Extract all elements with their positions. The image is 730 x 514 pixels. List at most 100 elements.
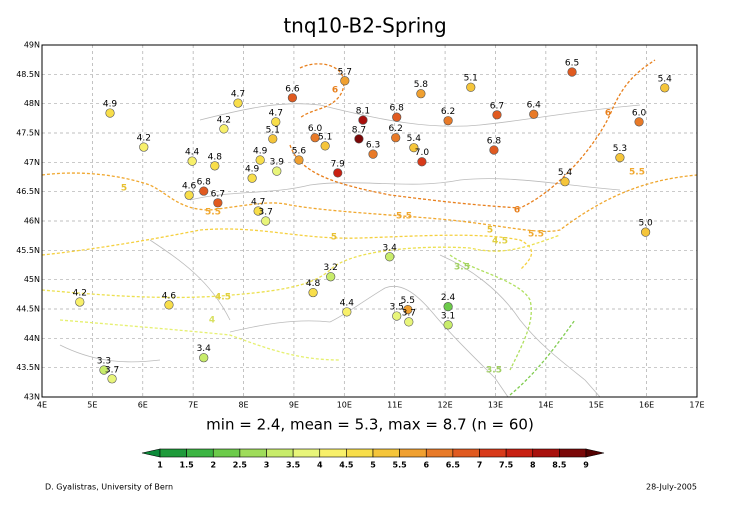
station-label: 4.8 bbox=[208, 152, 223, 162]
station-marker bbox=[358, 115, 368, 125]
contour-label: 4.5 bbox=[492, 237, 508, 247]
station-label: 2.4 bbox=[441, 293, 456, 303]
station-label: 6.5 bbox=[565, 58, 579, 68]
coastlines bbox=[59, 103, 641, 398]
colorbar-bin bbox=[479, 448, 507, 458]
y-tick-label: 48N bbox=[24, 99, 40, 108]
station-label: 4.8 bbox=[306, 279, 321, 289]
border bbox=[59, 239, 231, 363]
station-marker bbox=[333, 168, 343, 178]
colorbar-bin bbox=[266, 448, 294, 458]
station-label: 4.4 bbox=[340, 298, 355, 308]
colorbar-tick-label: 1.5 bbox=[180, 461, 195, 470]
station-marker bbox=[634, 117, 644, 127]
colorbar-bin bbox=[239, 448, 267, 458]
station-marker bbox=[261, 216, 271, 226]
station-marker bbox=[392, 311, 402, 321]
station-marker bbox=[187, 156, 197, 166]
station-label: 5.8 bbox=[414, 80, 429, 90]
station-label: 5.3 bbox=[613, 144, 627, 154]
contour-line bbox=[41, 172, 698, 233]
station-label: 5.1 bbox=[266, 125, 280, 135]
station-label: 5.4 bbox=[658, 74, 673, 84]
x-tick-label: 15E bbox=[589, 401, 604, 410]
contour-label: 5.5 bbox=[396, 212, 412, 222]
colorbar-tick-label: 7 bbox=[477, 461, 483, 470]
x-tick-label: 7E bbox=[188, 401, 198, 410]
contour-line bbox=[449, 254, 532, 371]
station-label: 5.1 bbox=[464, 74, 478, 84]
station-label: 6.6 bbox=[285, 84, 300, 94]
contour-label: 6 bbox=[514, 206, 520, 216]
station-marker bbox=[294, 155, 304, 165]
station-marker bbox=[567, 67, 577, 77]
station-label: 4.7 bbox=[269, 108, 283, 118]
station-marker bbox=[268, 134, 278, 144]
station-label: 6.3 bbox=[366, 141, 380, 151]
station-label: 8.1 bbox=[356, 107, 370, 117]
coastline bbox=[329, 286, 509, 398]
station-label: 3.1 bbox=[441, 311, 455, 321]
colorbar-bin bbox=[319, 448, 347, 458]
colorbar-tick-label: 2 bbox=[210, 461, 216, 470]
x-tick-label: 16E bbox=[639, 401, 654, 410]
station-marker bbox=[443, 320, 453, 330]
contour-label: 6 bbox=[605, 109, 611, 119]
station-marker bbox=[75, 297, 85, 307]
station-marker bbox=[219, 124, 229, 134]
colorbar-tick-label: 7.5 bbox=[499, 461, 514, 470]
station-label: 5.7 bbox=[338, 67, 352, 77]
station-label: 3.2 bbox=[324, 263, 338, 273]
station-label: 8.7 bbox=[352, 125, 366, 135]
station-marker bbox=[392, 112, 402, 122]
colorbar-bin bbox=[372, 448, 400, 458]
station-marker bbox=[199, 186, 209, 196]
station-marker bbox=[320, 141, 330, 151]
border bbox=[199, 103, 641, 127]
station-label: 4.4 bbox=[185, 148, 200, 158]
contour-label: 3.5 bbox=[454, 263, 470, 273]
station-label: 3.7 bbox=[402, 308, 416, 318]
station-marker bbox=[560, 177, 570, 187]
y-tick-label: 43N bbox=[24, 393, 40, 402]
colorbar-tick-label: 5.5 bbox=[393, 461, 408, 470]
x-tick-label: 9E bbox=[289, 401, 299, 410]
x-tick-label: 12E bbox=[437, 401, 452, 410]
station-marker bbox=[409, 143, 419, 153]
station-label: 4.2 bbox=[73, 288, 87, 298]
colorbar-tick-label: 2.5 bbox=[233, 461, 248, 470]
station-marker bbox=[340, 76, 350, 86]
x-tick-label: 10E bbox=[337, 401, 352, 410]
station-marker bbox=[247, 173, 257, 183]
station-marker bbox=[99, 365, 109, 375]
colorbar-bin bbox=[425, 448, 454, 458]
station-label: 3.9 bbox=[270, 158, 285, 168]
x-tick-label: 11E bbox=[387, 401, 402, 410]
y-tick-label: 47N bbox=[24, 158, 40, 167]
y-tick-label: 46N bbox=[24, 217, 40, 226]
contour-label: 5 bbox=[487, 226, 493, 236]
station-label: 5.6 bbox=[292, 146, 307, 156]
contour-line bbox=[59, 319, 341, 361]
station-marker bbox=[255, 155, 265, 165]
station-label: 6.7 bbox=[211, 189, 225, 199]
y-tick-label: 48.5N bbox=[16, 70, 40, 79]
station-marker bbox=[404, 317, 414, 327]
border bbox=[189, 178, 621, 201]
station-marker bbox=[466, 82, 476, 92]
station-marker bbox=[443, 116, 453, 126]
station-label: 4.6 bbox=[182, 182, 197, 192]
station-marker bbox=[416, 89, 426, 99]
station-marker bbox=[139, 142, 149, 152]
station-label: 7.9 bbox=[331, 159, 346, 169]
station-marker bbox=[326, 272, 336, 282]
station-label: 6.2 bbox=[441, 107, 455, 117]
station-marker bbox=[403, 304, 413, 315]
y-tick-label: 45N bbox=[24, 275, 40, 284]
x-tick-label: 5E bbox=[87, 401, 97, 410]
station-marker bbox=[107, 374, 117, 384]
contour-label: 5 bbox=[121, 184, 127, 194]
station-marker bbox=[105, 108, 115, 118]
station-marker bbox=[253, 206, 263, 216]
